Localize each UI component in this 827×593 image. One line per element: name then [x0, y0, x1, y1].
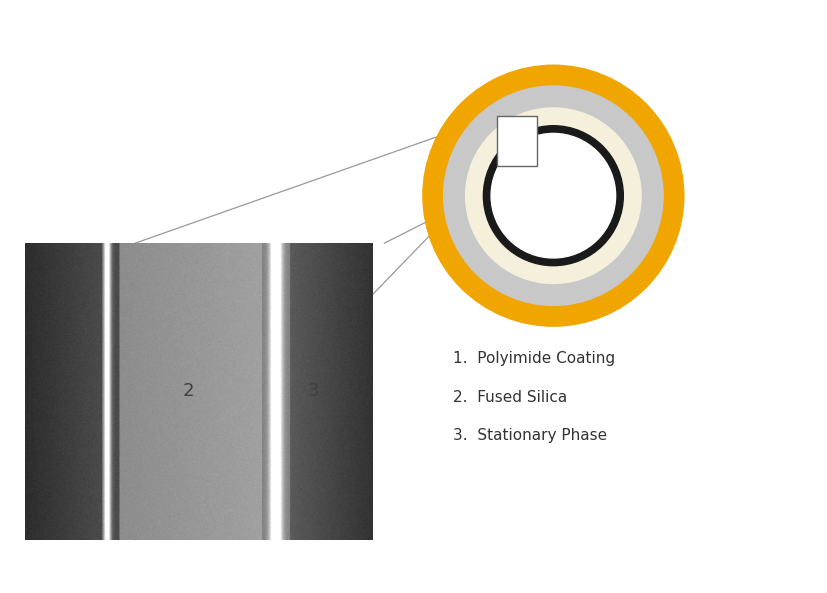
Circle shape — [465, 108, 640, 283]
Text: 3: 3 — [308, 382, 319, 400]
Text: 1.  Polyimide Coating: 1. Polyimide Coating — [452, 351, 614, 366]
Text: 2: 2 — [182, 382, 194, 400]
Circle shape — [490, 133, 615, 258]
Bar — [496, 116, 537, 166]
Text: 2.  Fused Silica: 2. Fused Silica — [452, 390, 566, 405]
Text: 1: 1 — [65, 382, 75, 400]
Text: 3.  Stationary Phase: 3. Stationary Phase — [452, 428, 606, 444]
Circle shape — [423, 65, 683, 326]
Circle shape — [443, 86, 662, 305]
Circle shape — [483, 126, 623, 266]
